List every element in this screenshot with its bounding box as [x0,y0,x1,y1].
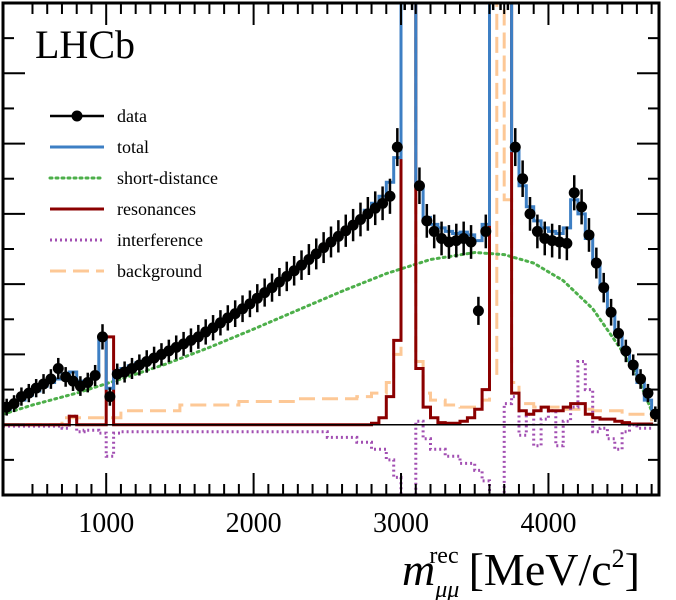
data-point-marker [472,305,484,317]
data-point [104,387,116,406]
data-point-marker [605,306,617,318]
data-point [472,296,484,325]
data-point-marker [377,197,389,209]
data-point-marker [52,362,64,374]
data-point-marker [590,257,602,269]
data-point-marker [612,327,624,339]
data-point [384,178,396,214]
data-point [517,160,529,197]
data-point [568,175,580,211]
axis-ticks [3,2,659,496]
data-point [89,364,101,387]
legend-item-short-distance: short-distance [48,168,218,188]
data-point [45,369,57,389]
data-point-marker [598,282,610,294]
data-point-marker [561,237,573,249]
data-point [561,226,573,261]
legend-item-total: total [50,137,149,157]
data-point-marker [509,141,521,153]
data-point-marker [428,225,440,237]
data-point [421,204,433,238]
data-point [509,128,521,167]
data-point [310,238,322,270]
short-distance-curve [3,250,654,416]
data-point [465,225,477,259]
data-point [428,214,440,249]
data-point-marker [391,141,403,153]
legend-label: background [117,261,202,281]
data-point [531,214,543,249]
data-point-marker [45,373,57,385]
data-point [8,395,20,413]
x-tick-label: 3000 [373,508,429,539]
legend-swatch-marker [71,110,83,122]
data-point [413,167,425,205]
data-point-marker [82,377,94,389]
data-point-marker [480,225,492,237]
data-point-marker [635,373,647,385]
data-point-marker [517,173,529,185]
x-tick-label: 1000 [78,508,134,539]
data-point [97,324,109,350]
data-point [583,218,595,252]
data-point-marker [97,331,109,343]
data-point [605,298,617,326]
data-point [649,406,659,422]
data-point-marker [649,408,659,420]
data-point-marker [310,248,322,260]
x-tick-labels: 1000 2000 3000 4000 [78,508,576,539]
lhcb-watermark: LHCb [35,22,135,67]
data-point-marker [568,187,580,199]
data-point-marker [104,391,116,403]
data-point [627,354,639,376]
data-point [612,320,624,346]
data-point-marker [421,215,433,227]
legend: data total short-distance resonances interfe… [48,106,218,281]
x-axis-unit: [MeV/c [469,544,612,595]
x-axis-subscript: μμ [434,577,459,600]
data-point [82,372,94,393]
data-point [391,128,403,167]
legend-item-background: background [50,261,202,281]
x-axis-unit-close: ] [625,544,640,595]
legend-item-resonances: resonances [50,199,196,219]
data-point [480,214,492,249]
legend-item-interference: interference [50,230,203,250]
data-point [620,339,632,363]
x-tick-label: 2000 [226,508,282,539]
data-point [635,369,647,389]
legend-label: short-distance [117,168,218,188]
legend-label: interference [117,230,203,250]
data-point-marker [465,236,477,248]
background-curve [3,3,654,427]
x-axis-label: mμμ rec [MeV/c2] [402,543,640,600]
legend-item-data: data [50,106,147,126]
data-point-marker [576,201,588,213]
data-point-marker [583,229,595,241]
data-point [524,196,536,231]
data-point-marker [620,345,632,357]
x-axis-unit-power: 2 [612,544,625,573]
data-point [590,247,602,279]
data-point [598,272,610,303]
legend-label: data [117,106,147,126]
data-point-marker [89,370,101,382]
legend-label: resonances [117,199,196,219]
data-point-marker [384,190,396,202]
x-tick-label: 4000 [520,508,576,539]
x-axis-superscript: rec [429,543,458,569]
x-axis-symbol: m [402,544,435,595]
data-points-layer [3,3,659,422]
data-point-marker [627,359,639,371]
legend-label: total [117,137,149,157]
data-point [377,186,389,221]
data-point-marker [413,180,425,192]
data-point [576,189,588,225]
data-point-marker [531,225,543,237]
data-point-marker [524,208,536,220]
data-point [52,357,64,380]
data-point-marker [8,398,20,410]
